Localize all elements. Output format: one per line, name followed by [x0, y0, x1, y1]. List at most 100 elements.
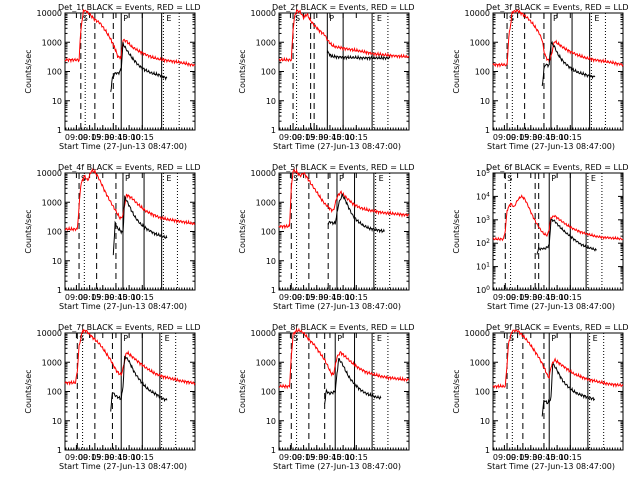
chart-title: Det_1f BLACK = Events, RED = LLD: [58, 3, 201, 12]
y-tick-label: 1: [57, 446, 62, 455]
y-tick-label: 10000: [37, 329, 62, 338]
y-tick-label: 10000: [251, 169, 276, 178]
region-label: E: [594, 14, 599, 23]
x-tick-label: 09:00: [279, 453, 302, 462]
region-label: E: [593, 334, 598, 343]
chart-title: Det_9f BLACK = Events, RED = LLD: [486, 323, 629, 332]
y-tick-label: 1000: [42, 198, 62, 207]
region-label: S: [79, 334, 84, 343]
region-label: S: [293, 334, 298, 343]
y-tick-label: 1000: [256, 358, 276, 367]
plot-frame: [492, 172, 624, 291]
lld-series-line: [64, 328, 196, 386]
x-tick-label: 09:45: [104, 293, 127, 302]
y-tick-base: 10: [476, 169, 486, 178]
x-tick-label: 09:00: [279, 133, 302, 142]
x-tick-label: 09:30: [91, 453, 114, 462]
y-tick-base: 10: [476, 192, 486, 201]
x-axis-label: Start Time (27-Jun-13 08:47:00): [59, 302, 187, 311]
plot-frame: [64, 12, 196, 131]
x-tick-label: 09:30: [305, 453, 328, 462]
y-axis-label: Counts/sec: [238, 49, 247, 93]
x-tick-label: 09:45: [532, 293, 555, 302]
x-tick-label: 09:45: [318, 293, 341, 302]
y-tick-label: 1: [271, 446, 276, 455]
x-tick-label: 09:15: [292, 293, 315, 302]
events-series-line: [324, 358, 382, 404]
y-tick-label: 1000: [256, 198, 276, 207]
lld-series-line: [278, 9, 410, 63]
y-axis-label: Counts/sec: [24, 49, 33, 93]
y-tick-base: 10: [476, 286, 486, 295]
y-tick-label: 1000: [42, 38, 62, 47]
x-tick-label: 09:30: [91, 133, 114, 142]
x-tick-label: 10:15: [559, 133, 582, 142]
x-axis-label: Start Time (27-Jun-13 08:47:00): [59, 142, 187, 151]
y-tick-label: 100: [47, 68, 62, 77]
x-tick-label: 10:00: [332, 453, 355, 462]
events-series-line: [327, 193, 385, 234]
x-tick-label: 09:00: [279, 293, 302, 302]
region-label: S: [83, 14, 88, 23]
x-axis-label: Start Time (27-Jun-13 08:47:00): [273, 142, 401, 151]
x-tick-label: 10:00: [118, 453, 141, 462]
y-tick-base: 10: [476, 239, 486, 248]
y-tick-label: 100: [47, 388, 62, 397]
lld-series-line: [278, 327, 410, 390]
chart-panel-7: Det_7f BLACK = Events, RED = LLD 1 10 100 10…: [24, 323, 201, 471]
x-tick-label: 10:15: [131, 133, 154, 142]
x-tick-label: 09:30: [519, 453, 542, 462]
x-axis-label: Start Time (27-Jun-13 08:47:00): [487, 142, 615, 151]
y-tick-label: 10: [52, 257, 62, 266]
y-tick-label: 1: [271, 126, 276, 135]
y-tick-label: 1000: [470, 358, 490, 367]
x-tick-label: 09:30: [519, 133, 542, 142]
region-label: E: [165, 334, 170, 343]
y-axis-label: Counts/sec: [452, 49, 461, 93]
lld-series-line: [492, 329, 624, 390]
y-tick-exponent: 5: [486, 168, 490, 175]
y-axis-label: Counts/sec: [452, 209, 461, 253]
x-tick-label: 09:15: [78, 453, 101, 462]
y-axis-label: Counts/sec: [238, 369, 247, 413]
x-tick-label: 10:00: [332, 293, 355, 302]
chart-title: Det_6f BLACK = Events, RED = LLD: [486, 163, 629, 172]
x-tick-label: 09:15: [506, 293, 529, 302]
y-tick-label: 103: [476, 215, 490, 225]
x-tick-label: 09:00: [65, 453, 88, 462]
y-axis-label: Counts/sec: [24, 369, 33, 413]
y-tick-label: 10000: [37, 169, 62, 178]
x-tick-label: 10:15: [559, 293, 582, 302]
x-tick-label: 09:00: [65, 293, 88, 302]
x-tick-label: 09:00: [493, 453, 516, 462]
region-label: E: [166, 174, 171, 183]
x-axis-label: Start Time (27-Jun-13 08:47:00): [487, 302, 615, 311]
chart-title: Det_2f BLACK = Events, RED = LLD: [272, 3, 415, 12]
y-tick-label: 1: [271, 286, 276, 295]
chart-title: Det_7f BLACK = Events, RED = LLD: [58, 323, 201, 332]
x-tick-label: 10:15: [345, 293, 368, 302]
chart-panel-3: Det_3f BLACK = Events, RED = LLD 1 10 100 10…: [452, 3, 629, 151]
x-tick-label: 10:00: [118, 133, 141, 142]
x-tick-label: 09:00: [493, 293, 516, 302]
x-tick-label: 09:30: [91, 293, 114, 302]
x-tick-label: 09:15: [292, 453, 315, 462]
y-tick-label: 1: [485, 126, 490, 135]
region-label: S: [295, 14, 300, 23]
y-axis-label: Counts/sec: [452, 369, 461, 413]
x-axis-label: Start Time (27-Jun-13 08:47:00): [273, 302, 401, 311]
region-label: P: [551, 174, 556, 183]
y-tick-label: 10: [266, 257, 276, 266]
region-label: E: [377, 334, 382, 343]
y-tick-label: 10: [480, 417, 490, 426]
region-label: P: [125, 174, 130, 183]
region-label: E: [166, 14, 171, 23]
region-label: P: [551, 334, 556, 343]
y-tick-exponent: 2: [486, 238, 490, 245]
events-series-line: [536, 218, 597, 255]
y-tick-label: 100: [261, 388, 276, 397]
y-tick-label: 1: [57, 126, 62, 135]
region-label: P: [123, 14, 128, 23]
region-label: E: [379, 174, 384, 183]
lld-series-line: [64, 8, 196, 68]
